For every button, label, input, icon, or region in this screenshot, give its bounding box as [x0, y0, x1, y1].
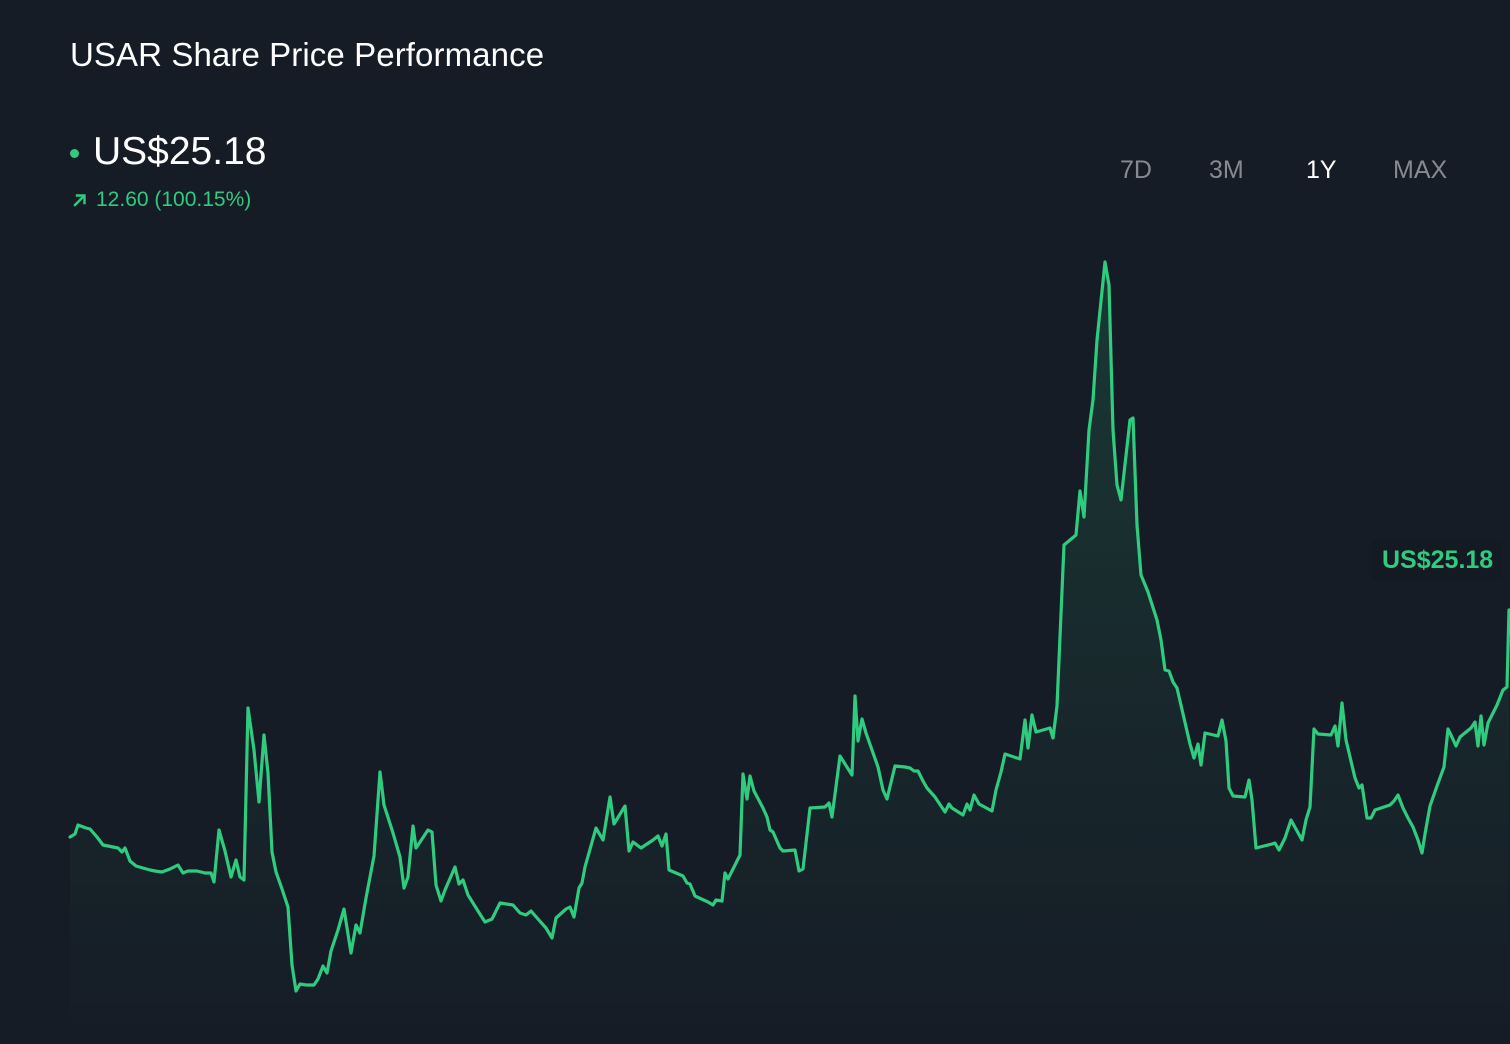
range-1y-button[interactable]: 1Y	[1306, 156, 1337, 184]
time-range-selector: 7D 3M 1Y MAX	[1090, 156, 1510, 190]
chart-title: USAR Share Price Performance	[70, 36, 545, 73]
price-change: 12.60 (100.15%)	[72, 188, 251, 212]
current-price-row: US$25.18	[70, 130, 266, 174]
range-7d-button[interactable]: 7D	[1120, 156, 1152, 184]
price-line	[68, 260, 1510, 993]
current-price: US$25.18	[93, 130, 267, 173]
last-price-label: US$25.18	[1372, 540, 1504, 580]
price-area-fill	[70, 262, 1509, 1044]
range-max-button[interactable]: MAX	[1393, 156, 1448, 184]
range-3m-button[interactable]: 3M	[1209, 156, 1244, 184]
price-change-value: 12.60 (100.15%)	[96, 188, 252, 211]
arrow-up-right-icon	[73, 194, 86, 207]
status-dot-icon	[70, 148, 79, 158]
